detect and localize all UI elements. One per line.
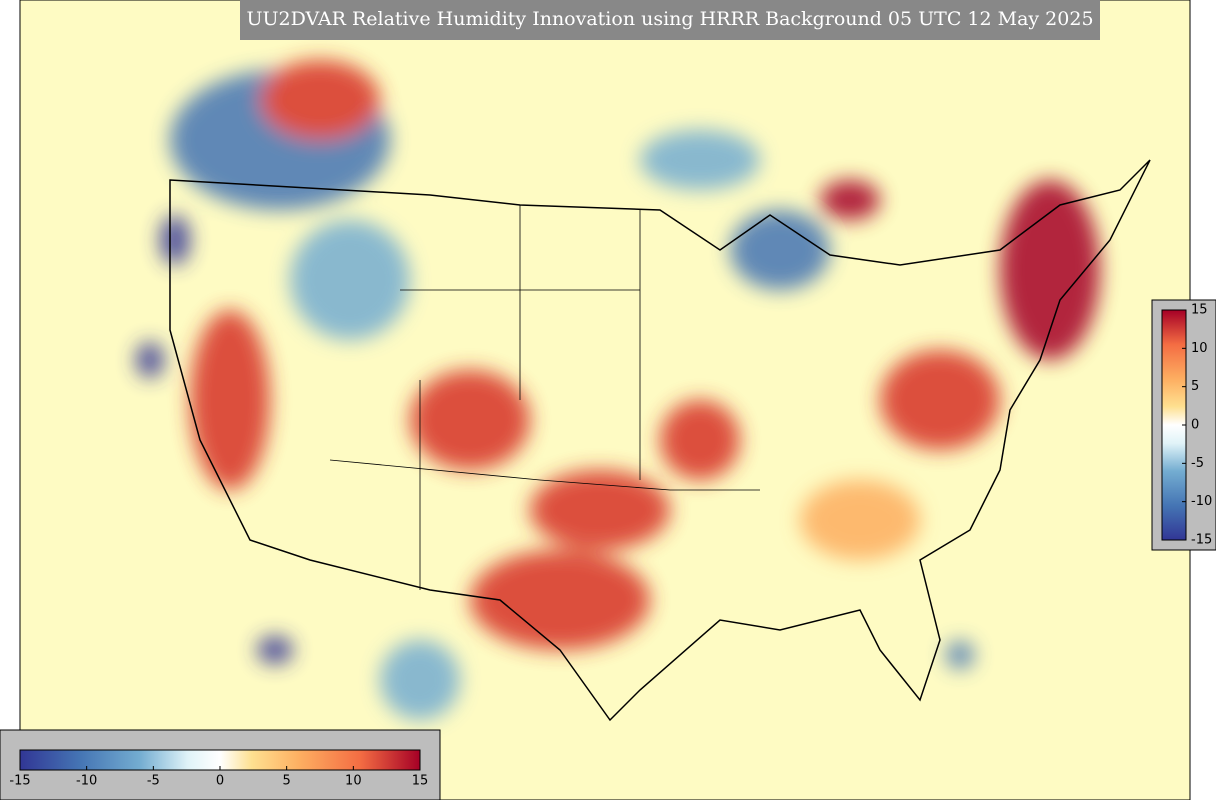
- tick-label: 0: [1191, 418, 1199, 433]
- tick-label: 5: [1191, 379, 1199, 394]
- tick-label: 0: [216, 774, 224, 789]
- tick-label: 15: [1191, 303, 1208, 318]
- tick-label: 15: [412, 774, 429, 789]
- tick-label: -15: [9, 774, 30, 789]
- tick-label: -15: [1191, 533, 1212, 548]
- tick-label: 10: [345, 774, 362, 789]
- tick-label: -10: [76, 774, 97, 789]
- tick-label: -10: [1191, 494, 1212, 509]
- tick-label: 5: [283, 774, 291, 789]
- map: [19, 0, 1191, 800]
- map-title: UU2DVAR Relative Humidity Innovation usi…: [246, 8, 1093, 30]
- tick-label: 10: [1191, 341, 1208, 356]
- title-box: [240, 0, 1100, 40]
- colorbar-horizontal: -15 -10 -5 0 5 10 15: [0, 729, 441, 800]
- tick-label: -5: [1191, 456, 1204, 471]
- tick-label: -5: [147, 774, 160, 789]
- colorbar-vertical: 15 10 5 0 -5 -10 -15: [1151, 299, 1216, 551]
